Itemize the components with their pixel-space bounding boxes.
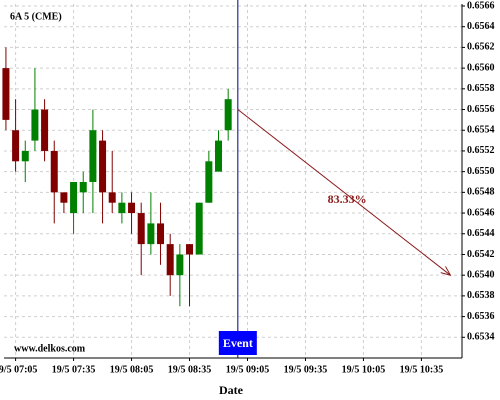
y-tick-label: 0.6556 <box>467 104 495 115</box>
y-tick-label: 0.6542 <box>467 249 495 260</box>
watermark: www.delkos.com <box>14 343 86 354</box>
candle-body <box>89 130 97 182</box>
candle-body <box>31 109 39 141</box>
y-tick-label: 0.6548 <box>467 187 495 198</box>
candle-body <box>176 254 184 276</box>
candle-body <box>147 223 155 245</box>
y-tick-label: 0.6558 <box>467 83 495 94</box>
candle-body <box>99 140 107 193</box>
y-tick-label: 0.6564 <box>467 21 495 32</box>
x-tick-label: 19/5 07:35 <box>52 364 96 375</box>
x-axis-label: Date <box>219 383 244 397</box>
x-tick-label: 19/5 09:05 <box>226 364 270 375</box>
arrow-head <box>440 266 452 276</box>
event-box <box>218 331 257 355</box>
projection-label: 83.33% <box>328 192 367 206</box>
candle-body <box>21 150 29 162</box>
y-tick-label: 0.6554 <box>467 125 495 136</box>
candle-body <box>79 182 87 193</box>
y-tick-label: 0.6546 <box>467 207 495 218</box>
y-tick-label: 0.6538 <box>467 290 495 301</box>
candle-body <box>60 192 68 203</box>
y-tick-label: 0.6560 <box>467 62 495 73</box>
y-tick-label: 0.6534 <box>467 332 495 343</box>
y-tick-label: 0.6550 <box>467 166 495 177</box>
projection-arrow <box>237 109 451 276</box>
x-tick-label: 19/5 09:35 <box>284 364 328 375</box>
candle-body <box>157 223 165 245</box>
marks <box>2 47 232 307</box>
x-tick-label: 19/5 10:35 <box>400 364 444 375</box>
candle-body <box>12 130 20 162</box>
candle-body <box>70 182 78 214</box>
candle-body <box>166 244 174 276</box>
candle-body <box>50 150 58 193</box>
candle-body <box>215 140 223 172</box>
x-tick-label: 19/5 08:05 <box>110 364 154 375</box>
candle-body <box>186 244 194 255</box>
x-tick-label: 19/5 08:35 <box>168 364 212 375</box>
y-tick-label: 0.6552 <box>467 145 495 156</box>
candle-body <box>224 99 232 131</box>
candle-body <box>205 161 213 203</box>
candle-body <box>41 109 49 151</box>
candle-body <box>195 202 203 255</box>
candle-body <box>2 68 10 120</box>
y-tick-label: 0.6540 <box>467 269 495 280</box>
event-label: Event <box>223 336 253 350</box>
candle-body <box>128 202 136 214</box>
candle-body <box>108 192 116 203</box>
y-tick-label: 0.6536 <box>467 311 495 322</box>
candle-body <box>137 213 145 245</box>
candle-body <box>118 202 126 214</box>
x-tick-label: 19/5 10:05 <box>342 364 386 375</box>
x-tick-label: 19/5 07:05 <box>0 364 37 375</box>
y-tick-label: 0.6562 <box>467 42 495 53</box>
y-tick-label: 0.6566 <box>467 0 495 11</box>
y-tick-label: 0.6544 <box>467 228 495 239</box>
chart-title: 6A 5 (CME) <box>10 11 62 22</box>
